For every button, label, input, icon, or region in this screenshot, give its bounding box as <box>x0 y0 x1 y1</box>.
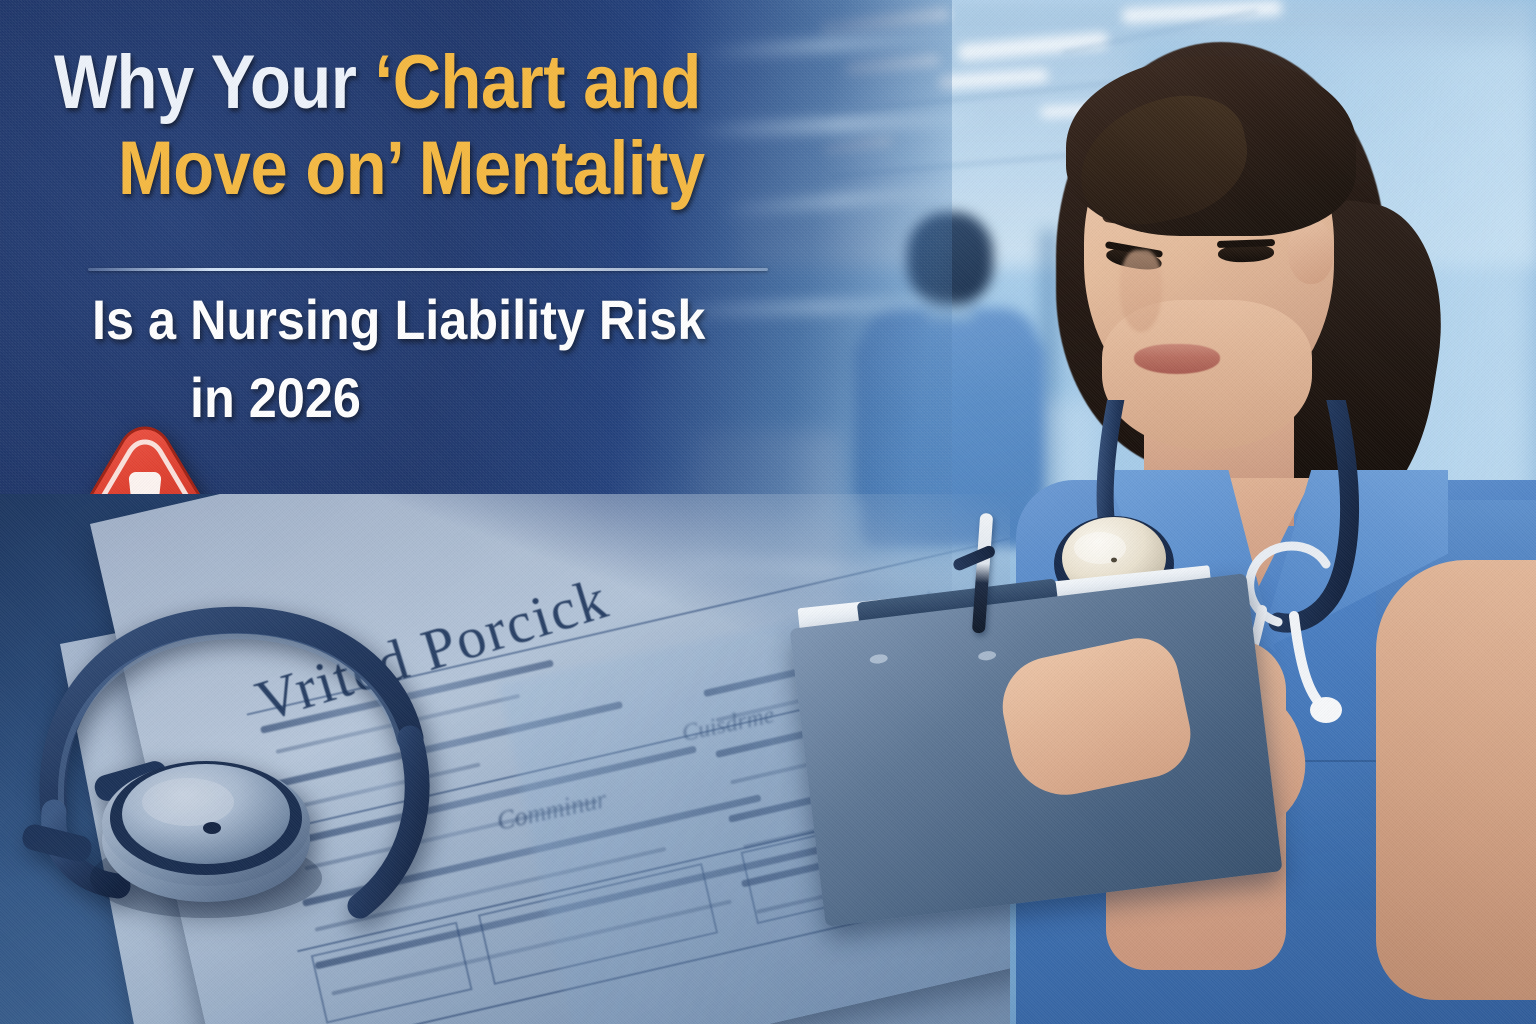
subtitle-line-1: Is a Nursing Liability Risk <box>92 288 706 351</box>
headline-gold-text: ‘Chart and <box>374 40 702 125</box>
nurse-arm-right <box>1376 560 1536 1000</box>
foreground-nurse <box>789 0 1536 1024</box>
headline-line-2: Move on’ Mentality <box>118 126 705 212</box>
subtitle-block: Is a Nursing Liability Risk in 2026 <box>0 292 830 426</box>
nurse-lips <box>1134 344 1220 374</box>
stethoscope-icon <box>10 514 630 994</box>
subtitle-line-2: in 2026 <box>190 366 361 429</box>
nurse-nose <box>1120 250 1162 332</box>
headline-white-text: Why Your <box>54 40 375 125</box>
headline-line-1: Why Your ‘Chart and <box>54 45 712 121</box>
headline-divider-rule <box>88 268 768 271</box>
headline-block: Why Your ‘Chart and Move on’ Mentality <box>0 0 830 212</box>
